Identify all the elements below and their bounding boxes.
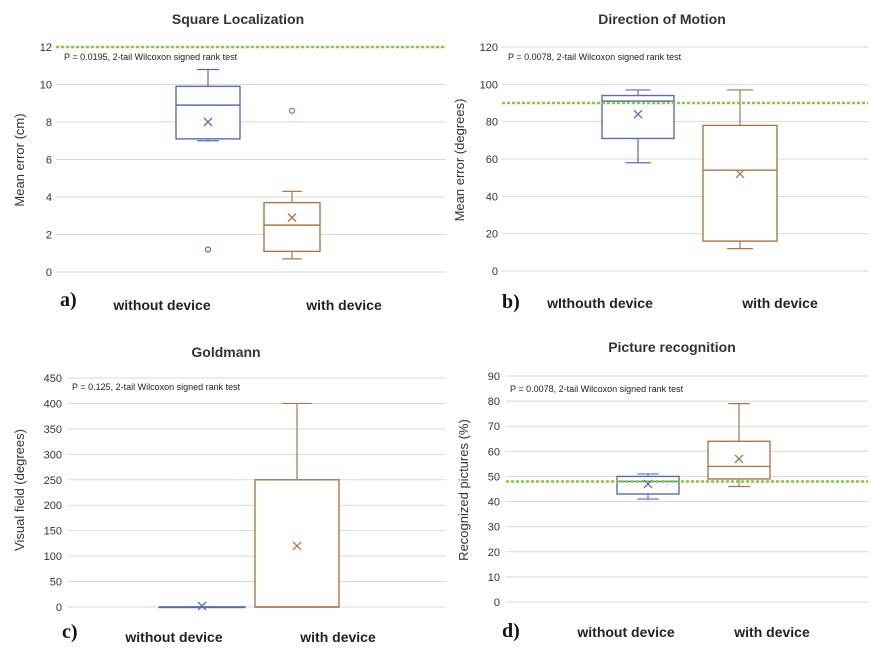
y-tick-label: 40 xyxy=(486,191,498,203)
y-tick-label: 350 xyxy=(44,424,62,436)
category-label: with device xyxy=(741,295,818,311)
y-tick-label: 100 xyxy=(480,79,498,91)
category-label: wIthouth device xyxy=(546,295,653,311)
y-tick-label: 70 xyxy=(488,421,500,433)
y-tick-label: 80 xyxy=(486,117,498,129)
category-label: without device xyxy=(576,624,674,640)
y-tick-label: 40 xyxy=(488,497,500,509)
y-tick-label: 0 xyxy=(492,266,498,278)
y-tick-label: 0 xyxy=(56,602,62,614)
test-note: P = 0.0078, 2-tail Wilcoxon signed rank … xyxy=(510,384,684,394)
mean-marker xyxy=(203,117,213,127)
y-tick-label: 90 xyxy=(488,371,500,383)
y-tick-label: 400 xyxy=(44,398,62,410)
category-label: with device xyxy=(299,629,376,645)
y-axis-label: Visual field (degrees) xyxy=(12,429,27,551)
y-axis-label: Mean error (degrees) xyxy=(452,99,467,222)
mean-marker xyxy=(643,479,653,489)
box xyxy=(254,479,340,608)
y-tick-label: 50 xyxy=(50,577,62,589)
y-tick-label: 450 xyxy=(44,373,62,385)
y-tick-label: 30 xyxy=(488,522,500,534)
panel-a: Square Localization Mean error (cm) P = … xyxy=(12,11,382,313)
panel-d: Picture recognition Recognized pictures … xyxy=(456,339,810,642)
test-note: P = 0.0078, 2-tail Wilcoxon signed rank … xyxy=(508,52,682,62)
mean-marker xyxy=(287,213,297,223)
y-tick-label: 10 xyxy=(488,572,500,584)
category-label: with device xyxy=(305,297,382,313)
y-tick-label: 12 xyxy=(40,42,52,54)
chart-title: Goldmann xyxy=(191,344,260,360)
test-note: P = 0.125, 2-tail Wilcoxon signed rank t… xyxy=(72,382,241,392)
y-tick-label: 6 xyxy=(46,155,52,167)
y-tick-label: 0 xyxy=(46,267,52,279)
outlier-point xyxy=(288,107,296,114)
y-axis-label: Mean error (cm) xyxy=(12,113,27,206)
y-tick-label: 0 xyxy=(494,597,500,609)
chart-marks: 0246810120204060801001200501001502002503… xyxy=(40,42,868,614)
mean-marker xyxy=(734,454,744,464)
mean-marker xyxy=(292,541,302,551)
y-tick-label: 4 xyxy=(46,192,52,204)
y-tick-label: 8 xyxy=(46,117,52,129)
chart-title: Direction of Motion xyxy=(598,11,726,27)
panel-letter: d) xyxy=(502,620,520,642)
panel-c: Goldmann Visual field (degrees) P = 0.12… xyxy=(12,344,376,645)
y-tick-label: 60 xyxy=(488,446,500,458)
panel-letter: c) xyxy=(62,621,78,643)
panel-letter: b) xyxy=(502,291,520,313)
box xyxy=(707,440,771,480)
mean-marker xyxy=(197,601,207,611)
y-tick-label: 50 xyxy=(488,471,500,483)
y-axis-label: Recognized pictures (%) xyxy=(456,419,471,561)
y-tick-label: 20 xyxy=(486,229,498,241)
y-tick-label: 20 xyxy=(488,547,500,559)
box xyxy=(702,124,778,242)
panel-letter: a) xyxy=(60,289,77,311)
chart-title: Picture recognition xyxy=(608,339,736,355)
box xyxy=(616,475,680,495)
y-tick-label: 120 xyxy=(480,42,498,54)
y-tick-label: 150 xyxy=(44,526,62,538)
y-tick-label: 100 xyxy=(44,551,62,563)
outlier-point xyxy=(204,246,212,253)
y-tick-label: 10 xyxy=(40,80,52,92)
chart-title: Square Localization xyxy=(172,11,304,27)
panel-b: Direction of Motion Mean error (degrees)… xyxy=(452,11,818,313)
test-note: P = 0.0195, 2-tail Wilcoxon signed rank … xyxy=(64,52,238,62)
mean-marker xyxy=(633,109,643,119)
category-label: without device xyxy=(124,629,222,645)
box xyxy=(263,201,321,253)
y-tick-label: 250 xyxy=(44,475,62,487)
box xyxy=(175,85,241,140)
y-tick-label: 200 xyxy=(44,500,62,512)
y-tick-label: 300 xyxy=(44,449,62,461)
y-tick-label: 2 xyxy=(46,230,52,242)
category-label: without device xyxy=(112,297,210,313)
category-label: with device xyxy=(733,624,810,640)
y-tick-label: 60 xyxy=(486,154,498,166)
mean-marker xyxy=(735,169,745,179)
y-tick-label: 80 xyxy=(488,396,500,408)
